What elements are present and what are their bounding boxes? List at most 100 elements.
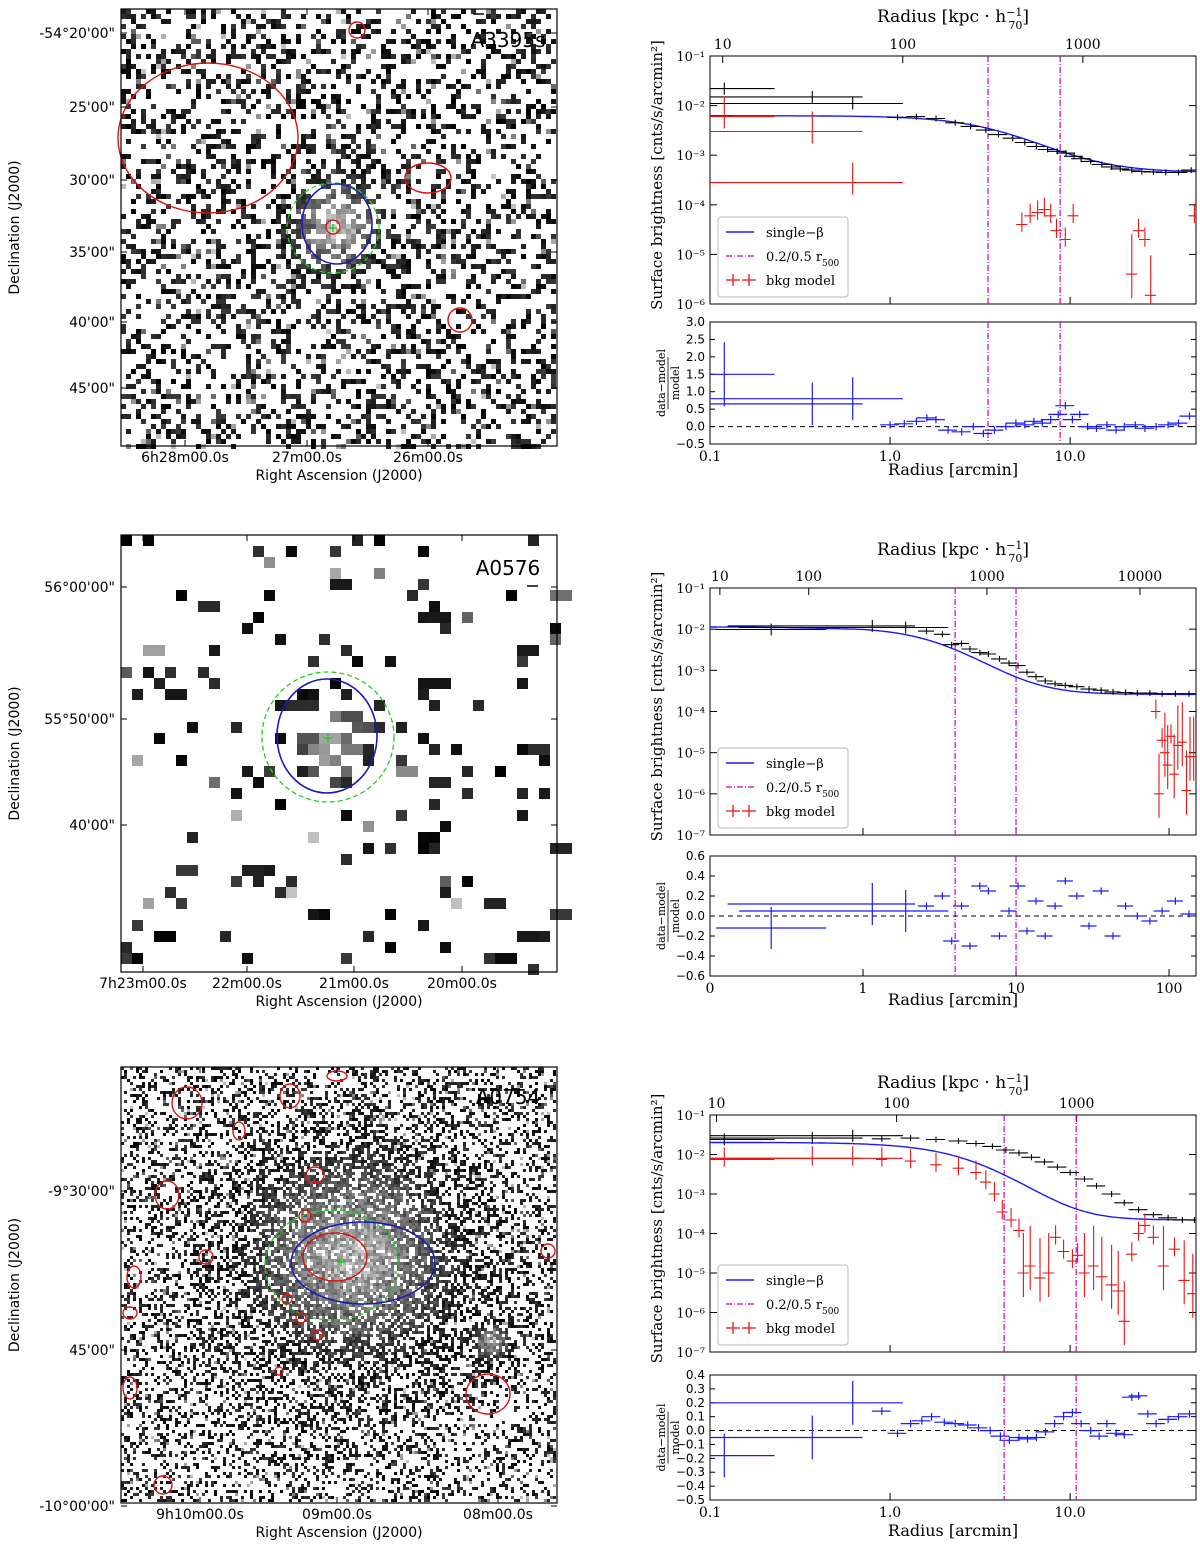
image-pixel	[441, 144, 446, 149]
image-pixel	[141, 129, 146, 134]
image-pixel	[376, 1151, 379, 1154]
image-pixel	[412, 1163, 415, 1166]
image-pixel	[156, 229, 161, 234]
image-pixel	[306, 179, 311, 184]
image-pixel	[373, 1139, 376, 1142]
image-pixel	[321, 429, 326, 434]
image-pixel	[126, 39, 131, 44]
image-pixel	[226, 1112, 229, 1115]
image-pixel	[291, 424, 296, 429]
image-pixel	[281, 339, 286, 344]
image-pixel	[331, 394, 336, 399]
image-pixel	[330, 568, 341, 579]
image-pixel	[406, 1145, 409, 1148]
image-pixel	[296, 204, 301, 209]
image-pixel	[229, 1082, 232, 1085]
image-pixel	[547, 1115, 550, 1118]
image-pixel	[508, 1082, 511, 1085]
image-pixel	[286, 54, 291, 59]
image-pixel	[181, 1088, 184, 1091]
image-pixel	[301, 284, 306, 289]
image-pixel	[371, 304, 376, 309]
image-pixel	[211, 164, 216, 169]
image-pixel	[331, 149, 336, 154]
image-pixel	[131, 124, 136, 129]
image-pixel	[216, 304, 221, 309]
image-pixel	[478, 1121, 481, 1124]
data-point	[1014, 139, 1034, 146]
image-pixel	[415, 1115, 418, 1118]
image-pixel	[550, 1139, 553, 1142]
image-pixel	[411, 109, 416, 114]
image-pixel	[436, 279, 441, 284]
image-pixel	[505, 1112, 508, 1115]
image-pixel	[506, 24, 511, 29]
image-pixel	[356, 284, 361, 289]
image-pixel	[341, 19, 346, 24]
image-pixel	[376, 1115, 379, 1118]
image-pixel	[321, 229, 326, 234]
image-pixel	[286, 1157, 289, 1160]
image-pixel	[490, 1124, 493, 1127]
image-pixel	[536, 359, 541, 364]
image-pixel	[553, 1154, 556, 1157]
image-pixel	[466, 354, 471, 359]
image-pixel	[145, 1136, 148, 1139]
image-pixel	[126, 284, 131, 289]
image-pixel	[386, 269, 391, 274]
image-pixel	[221, 319, 226, 324]
image-pixel	[424, 1115, 427, 1118]
image-pixel	[169, 1160, 172, 1163]
image-pixel	[364, 1073, 367, 1076]
image-pixel	[356, 229, 361, 234]
image-pixel	[156, 139, 161, 144]
image-pixel	[376, 1136, 379, 1139]
image-pixel	[161, 129, 166, 134]
image-pixel	[427, 1085, 430, 1088]
image-pixel	[451, 1154, 454, 1157]
image-pixel	[336, 94, 341, 99]
image-pixel	[232, 1079, 235, 1082]
image-pixel	[456, 154, 461, 159]
image-pixel	[247, 1151, 250, 1154]
image-pixel	[283, 1073, 286, 1076]
resid-point	[995, 422, 1015, 431]
image-pixel	[296, 264, 301, 269]
image-pixel	[367, 1148, 370, 1151]
image-pixel	[313, 1151, 316, 1154]
image-pixel	[256, 1121, 259, 1124]
image-pixel	[394, 1079, 397, 1082]
image-pixel	[319, 1130, 322, 1133]
image-pixel	[406, 109, 411, 114]
image-pixel	[382, 1154, 385, 1157]
image-pixel	[445, 1145, 448, 1148]
image-pixel	[466, 1118, 469, 1121]
image-pixel	[411, 224, 416, 229]
image-pixel	[220, 1157, 223, 1160]
data-point	[1026, 143, 1046, 150]
image-pixel	[511, 439, 516, 444]
image-pixel	[370, 1091, 373, 1094]
image-pixel	[311, 214, 316, 219]
image-pixel	[341, 689, 352, 700]
image-pixel	[481, 229, 486, 234]
legend-box	[717, 216, 849, 298]
image-pixel	[276, 319, 281, 324]
image-pixel	[340, 1142, 343, 1145]
image-pixel	[531, 349, 536, 354]
image-pixel	[236, 204, 241, 209]
image-pixel	[271, 44, 276, 49]
image-pixel	[539, 788, 550, 799]
image-pixel	[451, 1124, 454, 1127]
image-pixel	[307, 1148, 310, 1151]
image-pixel	[220, 1067, 223, 1070]
image-pixel	[370, 1103, 373, 1106]
image-pixel	[441, 189, 446, 194]
image-pixel	[196, 394, 201, 399]
image-pixel	[352, 1094, 355, 1097]
data-point	[887, 114, 907, 121]
image-pixel	[286, 409, 291, 414]
image-pixel	[131, 39, 136, 44]
image-pixel	[311, 209, 316, 214]
